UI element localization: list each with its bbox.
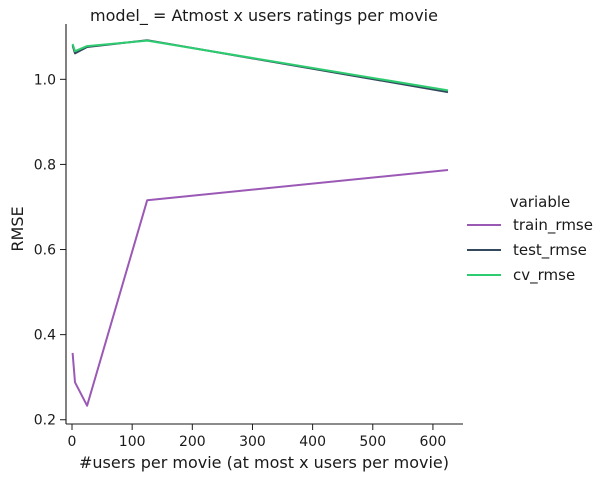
x-tick-label: 100 [119,434,146,450]
legend-title: variable [510,193,571,211]
x-axis-label: #users per movie (at most x users per mo… [79,453,449,472]
x-tick-label: 600 [420,434,447,450]
x-tick-label: 0 [68,434,77,450]
plot-area [71,39,449,407]
legend-label-train-rmse: train_rmse [513,216,593,235]
legend-label-test-rmse: test_rmse [513,241,587,260]
y-tick-label: 0.2 [34,413,56,429]
y-tick-label: 1.0 [34,72,56,88]
chart-title: model_ = Atmost x users ratings per movi… [90,6,438,26]
series-line-train-rmse [71,169,449,407]
legend-label-cv-rmse: cv_rmse [513,266,575,285]
y-tick-label: 0.6 [34,243,56,259]
x-axis-ticks: 0 100 200 300 400 500 600 [68,424,447,450]
x-tick-label: 400 [299,434,326,450]
series-line-test-rmse [71,39,449,94]
x-tick-label: 300 [239,434,266,450]
x-tick-label: 200 [179,434,206,450]
x-tick-label: 500 [359,434,386,450]
y-axis-label: RMSE [8,206,27,251]
series-line-cv-rmse [71,39,449,92]
y-tick-label: 0.4 [34,328,56,344]
y-axis-ticks: 0.2 0.4 0.6 0.8 1.0 [34,72,66,429]
legend: variable train_rmse test_rmse cv_rmse [467,193,593,285]
y-tick-label: 0.8 [34,157,56,173]
